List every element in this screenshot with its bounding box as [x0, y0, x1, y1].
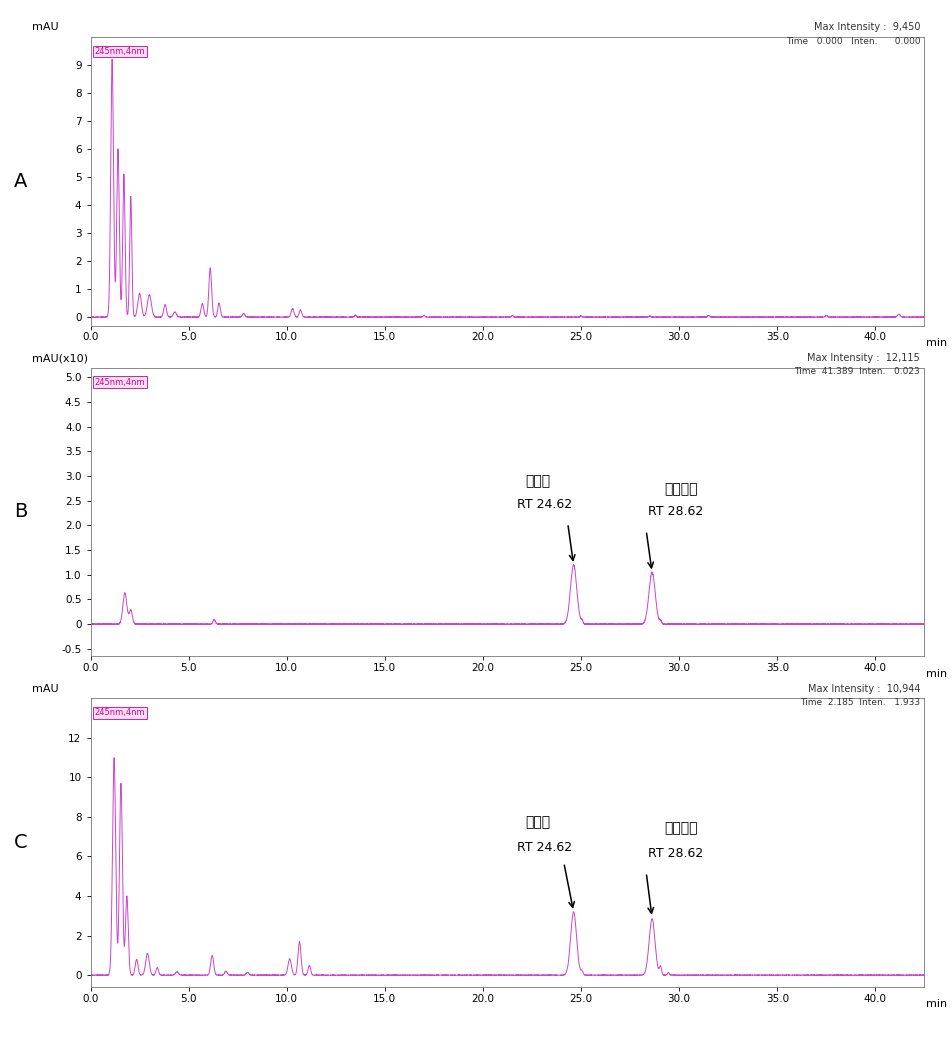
Text: 245nm,4nm: 245nm,4nm [94, 47, 145, 56]
Text: RT 28.62: RT 28.62 [647, 847, 703, 860]
Text: 245nm,4nm: 245nm,4nm [94, 378, 145, 386]
Text: Max Intensity :  10,944: Max Intensity : 10,944 [807, 684, 920, 694]
Text: A: A [14, 171, 28, 191]
Text: RT 24.62: RT 24.62 [516, 498, 571, 510]
Text: mAU: mAU [32, 22, 59, 33]
Text: Max Intensity :  12,115: Max Intensity : 12,115 [806, 353, 920, 363]
Text: Max Intensity :  9,450: Max Intensity : 9,450 [813, 22, 920, 33]
Text: mAU(x10): mAU(x10) [32, 353, 89, 363]
Text: B: B [14, 502, 28, 522]
Text: 소랄렌: 소랄렌 [526, 475, 550, 488]
Text: mAU: mAU [32, 684, 59, 694]
Text: min: min [925, 669, 946, 678]
Text: Time  41.389  Inten.   0.023: Time 41.389 Inten. 0.023 [794, 368, 920, 377]
Text: min: min [925, 338, 946, 348]
Text: C: C [14, 833, 28, 853]
Text: Time   0.000   Inten.      0.000: Time 0.000 Inten. 0.000 [784, 37, 920, 46]
Text: RT 24.62: RT 24.62 [516, 841, 571, 855]
Text: 245nm,4nm: 245nm,4nm [94, 709, 145, 717]
Text: 소랄렌: 소랄렌 [526, 815, 550, 828]
Text: min: min [925, 1000, 946, 1009]
Text: Time  2.185  Inten.   1.933: Time 2.185 Inten. 1.933 [800, 698, 920, 708]
Text: RT 28.62: RT 28.62 [647, 505, 703, 518]
Text: 안젤리신: 안젤리신 [664, 821, 698, 835]
Text: 안젤리신: 안젤리신 [664, 482, 698, 496]
